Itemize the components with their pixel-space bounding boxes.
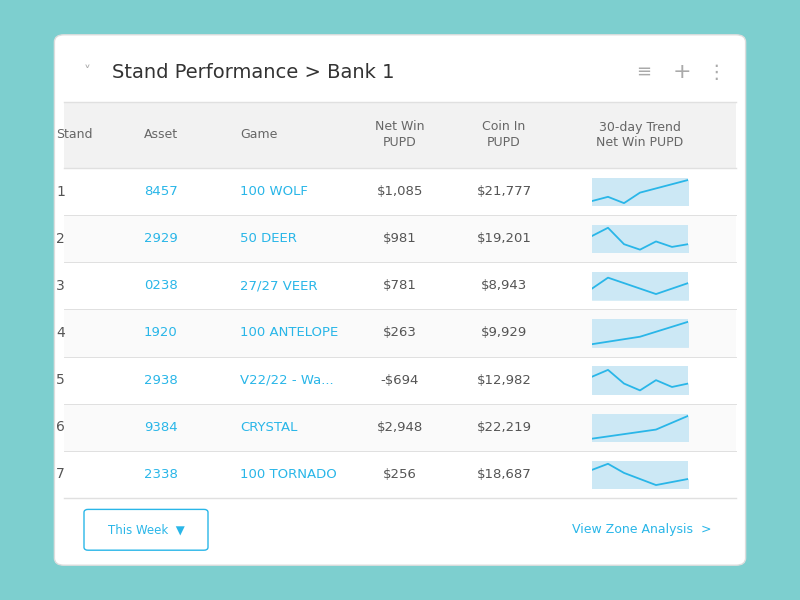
Text: 1920: 1920 bbox=[144, 326, 178, 340]
Bar bbox=[64, 168, 736, 215]
Bar bbox=[64, 215, 736, 262]
Text: 27/27 VEER: 27/27 VEER bbox=[240, 280, 318, 292]
Bar bbox=[64, 451, 736, 498]
Text: 100 TORNADO: 100 TORNADO bbox=[240, 468, 337, 481]
FancyBboxPatch shape bbox=[84, 509, 208, 550]
Text: 3: 3 bbox=[56, 279, 65, 293]
Text: Asset: Asset bbox=[144, 128, 178, 142]
Text: $12,982: $12,982 bbox=[477, 374, 531, 386]
Text: Net Win
PUPD: Net Win PUPD bbox=[375, 121, 425, 149]
FancyBboxPatch shape bbox=[54, 35, 746, 565]
Text: $9,929: $9,929 bbox=[481, 326, 527, 340]
Text: 0238: 0238 bbox=[144, 280, 178, 292]
Text: Stand Performance > Bank 1: Stand Performance > Bank 1 bbox=[112, 62, 394, 82]
Text: 100 ANTELOPE: 100 ANTELOPE bbox=[240, 326, 338, 340]
Text: 8457: 8457 bbox=[144, 185, 178, 198]
Text: 2: 2 bbox=[56, 232, 65, 246]
Bar bbox=[64, 310, 736, 356]
Text: ≡: ≡ bbox=[637, 63, 651, 81]
Bar bbox=[64, 356, 736, 404]
Text: +: + bbox=[672, 62, 691, 82]
Text: 9384: 9384 bbox=[144, 421, 178, 434]
Text: Game: Game bbox=[240, 128, 278, 142]
Text: $256: $256 bbox=[383, 468, 417, 481]
Text: $21,777: $21,777 bbox=[477, 185, 531, 198]
Text: 4: 4 bbox=[56, 326, 65, 340]
Text: ⋮: ⋮ bbox=[706, 62, 726, 82]
Bar bbox=[64, 404, 736, 451]
Text: $781: $781 bbox=[383, 280, 417, 292]
Text: $8,943: $8,943 bbox=[481, 280, 527, 292]
Text: View Zone Analysis  >: View Zone Analysis > bbox=[573, 523, 712, 536]
Text: $19,201: $19,201 bbox=[477, 232, 531, 245]
Text: 50 DEER: 50 DEER bbox=[240, 232, 297, 245]
Text: 30-day Trend
Net Win PUPD: 30-day Trend Net Win PUPD bbox=[596, 121, 684, 149]
Text: -$694: -$694 bbox=[381, 374, 419, 386]
Text: Stand: Stand bbox=[56, 128, 93, 142]
Text: $981: $981 bbox=[383, 232, 417, 245]
Text: $22,219: $22,219 bbox=[477, 421, 531, 434]
Text: $1,085: $1,085 bbox=[377, 185, 423, 198]
Text: 2338: 2338 bbox=[144, 468, 178, 481]
Text: $263: $263 bbox=[383, 326, 417, 340]
Text: $2,948: $2,948 bbox=[377, 421, 423, 434]
Text: 100 WOLF: 100 WOLF bbox=[240, 185, 308, 198]
Text: 2929: 2929 bbox=[144, 232, 178, 245]
Text: 2938: 2938 bbox=[144, 374, 178, 386]
Text: V22/22 - Wa...: V22/22 - Wa... bbox=[240, 374, 334, 386]
Text: Coin In
PUPD: Coin In PUPD bbox=[482, 121, 526, 149]
Text: ˅: ˅ bbox=[84, 65, 91, 79]
Bar bbox=[64, 102, 736, 168]
Bar bbox=[64, 262, 736, 310]
Text: 5: 5 bbox=[56, 373, 65, 387]
Text: $18,687: $18,687 bbox=[477, 468, 531, 481]
Text: 1: 1 bbox=[56, 185, 65, 199]
Text: This Week  ▼: This Week ▼ bbox=[108, 523, 184, 536]
Text: 6: 6 bbox=[56, 420, 65, 434]
Text: 7: 7 bbox=[56, 467, 65, 481]
Text: CRYSTAL: CRYSTAL bbox=[240, 421, 298, 434]
